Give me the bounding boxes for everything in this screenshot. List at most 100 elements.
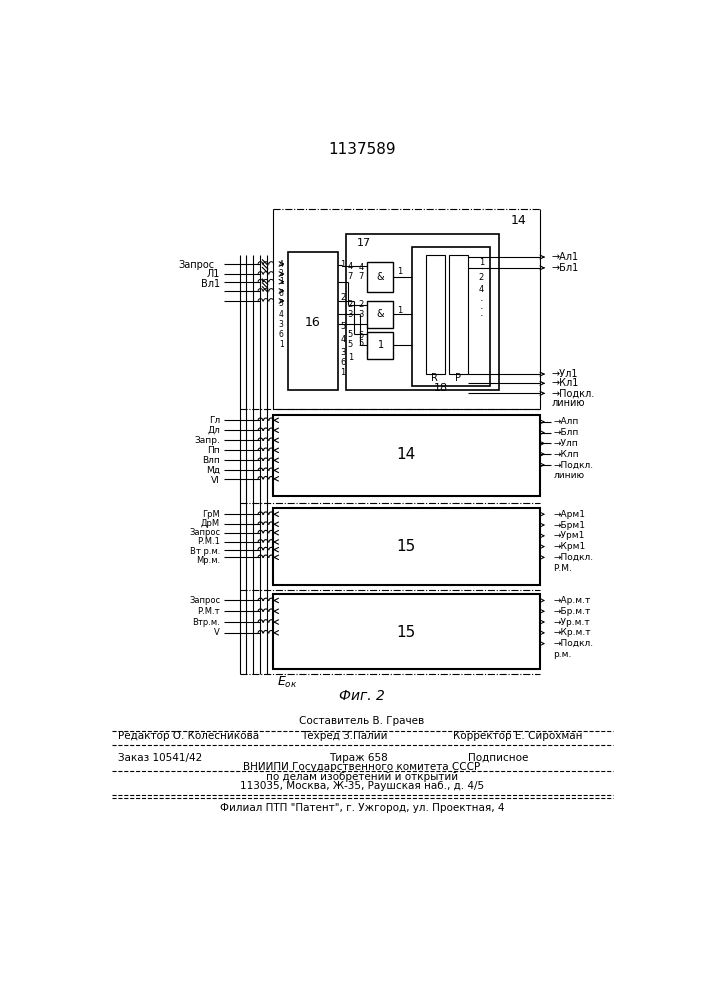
Text: 2: 2 bbox=[479, 273, 484, 282]
Text: 14: 14 bbox=[397, 447, 416, 462]
Text: →Подкл.: →Подкл. bbox=[554, 639, 593, 648]
Text: ·: · bbox=[479, 296, 483, 306]
Text: →Клп: →Клп bbox=[554, 450, 579, 459]
Text: R: R bbox=[431, 373, 438, 383]
Text: V: V bbox=[214, 628, 220, 637]
Text: 1: 1 bbox=[340, 368, 346, 377]
Text: 5: 5 bbox=[348, 340, 353, 349]
Text: Гл: Гл bbox=[209, 416, 220, 425]
Text: ·: · bbox=[479, 304, 483, 314]
Bar bbox=[273, 508, 540, 585]
Text: 1: 1 bbox=[378, 340, 384, 350]
Text: 3: 3 bbox=[279, 320, 284, 329]
Text: 1: 1 bbox=[279, 340, 284, 349]
Bar bbox=[368, 262, 393, 292]
Text: линию: линию bbox=[552, 398, 585, 408]
Text: 1: 1 bbox=[279, 277, 284, 286]
Text: 5: 5 bbox=[279, 299, 284, 308]
Text: 4: 4 bbox=[279, 260, 284, 269]
Text: 5: 5 bbox=[340, 322, 346, 331]
Bar bbox=[449, 255, 468, 374]
Text: 18: 18 bbox=[434, 383, 448, 393]
Text: 1: 1 bbox=[397, 306, 402, 315]
Text: VI: VI bbox=[211, 476, 220, 485]
Text: Вл1: Вл1 bbox=[201, 279, 220, 289]
Text: 4: 4 bbox=[358, 263, 363, 272]
Text: →Брм1: →Брм1 bbox=[554, 521, 585, 530]
Text: Пп: Пп bbox=[207, 446, 220, 455]
Text: 1: 1 bbox=[340, 260, 346, 269]
Text: 3: 3 bbox=[348, 310, 353, 319]
Text: 2: 2 bbox=[340, 293, 346, 302]
Text: ГрМ: ГрМ bbox=[202, 510, 220, 519]
Text: 7: 7 bbox=[348, 272, 353, 281]
Text: →Ал1: →Ал1 bbox=[552, 252, 579, 262]
Bar bbox=[412, 247, 490, 386]
Text: Мр.м.: Мр.м. bbox=[196, 556, 220, 565]
Text: 17: 17 bbox=[357, 238, 371, 248]
Text: 4: 4 bbox=[479, 285, 484, 294]
Text: Редактор О. Колесникова: Редактор О. Колесникова bbox=[118, 731, 259, 741]
Text: P: P bbox=[455, 373, 461, 383]
Bar bbox=[273, 594, 540, 669]
Text: Мд: Мд bbox=[206, 466, 220, 475]
Text: Вт р.м.: Вт р.м. bbox=[189, 547, 220, 556]
Text: 5: 5 bbox=[358, 339, 363, 348]
Text: →Арм1: →Арм1 bbox=[554, 510, 585, 519]
Text: 16: 16 bbox=[305, 316, 320, 329]
Text: линию: линию bbox=[554, 471, 585, 480]
Bar bbox=[368, 301, 393, 328]
Text: Дл: Дл bbox=[207, 426, 220, 435]
Text: Р.М.т: Р.М.т bbox=[197, 607, 220, 616]
Text: Тираж 658: Тираж 658 bbox=[329, 753, 387, 763]
Text: 15: 15 bbox=[397, 625, 416, 640]
Text: $E_{ок}$: $E_{ок}$ bbox=[276, 675, 297, 690]
Text: 1: 1 bbox=[397, 267, 402, 276]
Text: 2: 2 bbox=[348, 300, 353, 309]
Text: 7: 7 bbox=[358, 272, 363, 281]
Text: →Алп: →Алп bbox=[554, 417, 579, 426]
Text: по делам изобретений и открытий: по делам изобретений и открытий bbox=[266, 772, 458, 782]
Text: ВНИИПИ Государственного комитета СССР: ВНИИПИ Государственного комитета СССР bbox=[243, 762, 481, 772]
Text: 4: 4 bbox=[279, 310, 284, 319]
Text: →Кр.м.т: →Кр.м.т bbox=[554, 628, 591, 637]
Text: →Урм1: →Урм1 bbox=[554, 531, 585, 540]
Text: &: & bbox=[377, 272, 385, 282]
Text: Техред З.Палий: Техред З.Палий bbox=[301, 731, 388, 741]
Text: 6: 6 bbox=[279, 289, 284, 298]
Text: →Улп: →Улп bbox=[554, 439, 578, 448]
Text: Л1: Л1 bbox=[206, 269, 220, 279]
Text: 5: 5 bbox=[358, 331, 363, 340]
Text: 1: 1 bbox=[479, 258, 484, 267]
Text: ·: · bbox=[479, 311, 483, 321]
Text: Запрос: Запрос bbox=[189, 596, 220, 605]
Text: Запрос: Запрос bbox=[179, 260, 215, 270]
Text: Фиг. 2: Фиг. 2 bbox=[339, 689, 385, 703]
Text: 1: 1 bbox=[348, 353, 353, 362]
Text: →Ул1: →Ул1 bbox=[552, 369, 578, 379]
Text: 14: 14 bbox=[510, 214, 527, 227]
Text: Р.М.: Р.М. bbox=[554, 564, 572, 573]
Text: 1137589: 1137589 bbox=[328, 142, 396, 157]
Text: 113035, Москва, Ж-35, Раушская наб., д. 4/5: 113035, Москва, Ж-35, Раушская наб., д. … bbox=[240, 781, 484, 791]
Text: Запрос: Запрос bbox=[189, 528, 220, 537]
Text: Р.М.1: Р.М.1 bbox=[197, 537, 220, 546]
Text: Подписное: Подписное bbox=[468, 753, 529, 763]
Text: Запр.: Запр. bbox=[194, 436, 220, 445]
Text: 15: 15 bbox=[397, 539, 416, 554]
Text: →Бл1: →Бл1 bbox=[552, 263, 579, 273]
Text: →Подкл.: →Подкл. bbox=[554, 460, 593, 469]
Text: 3: 3 bbox=[340, 348, 346, 357]
Text: 6: 6 bbox=[340, 358, 346, 367]
Text: →Кл1: →Кл1 bbox=[552, 378, 579, 388]
Text: 6: 6 bbox=[279, 330, 284, 339]
Bar bbox=[288, 252, 338, 389]
Text: 4: 4 bbox=[348, 262, 353, 271]
Text: Влп: Влп bbox=[202, 456, 220, 465]
Text: →Ур.м.т: →Ур.м.т bbox=[554, 618, 590, 627]
Text: 5: 5 bbox=[348, 330, 353, 339]
Text: 3: 3 bbox=[358, 310, 363, 319]
Text: →Блп: →Блп bbox=[554, 428, 579, 437]
Bar bbox=[368, 332, 393, 359]
Text: →Бр.м.т: →Бр.м.т bbox=[554, 607, 591, 616]
